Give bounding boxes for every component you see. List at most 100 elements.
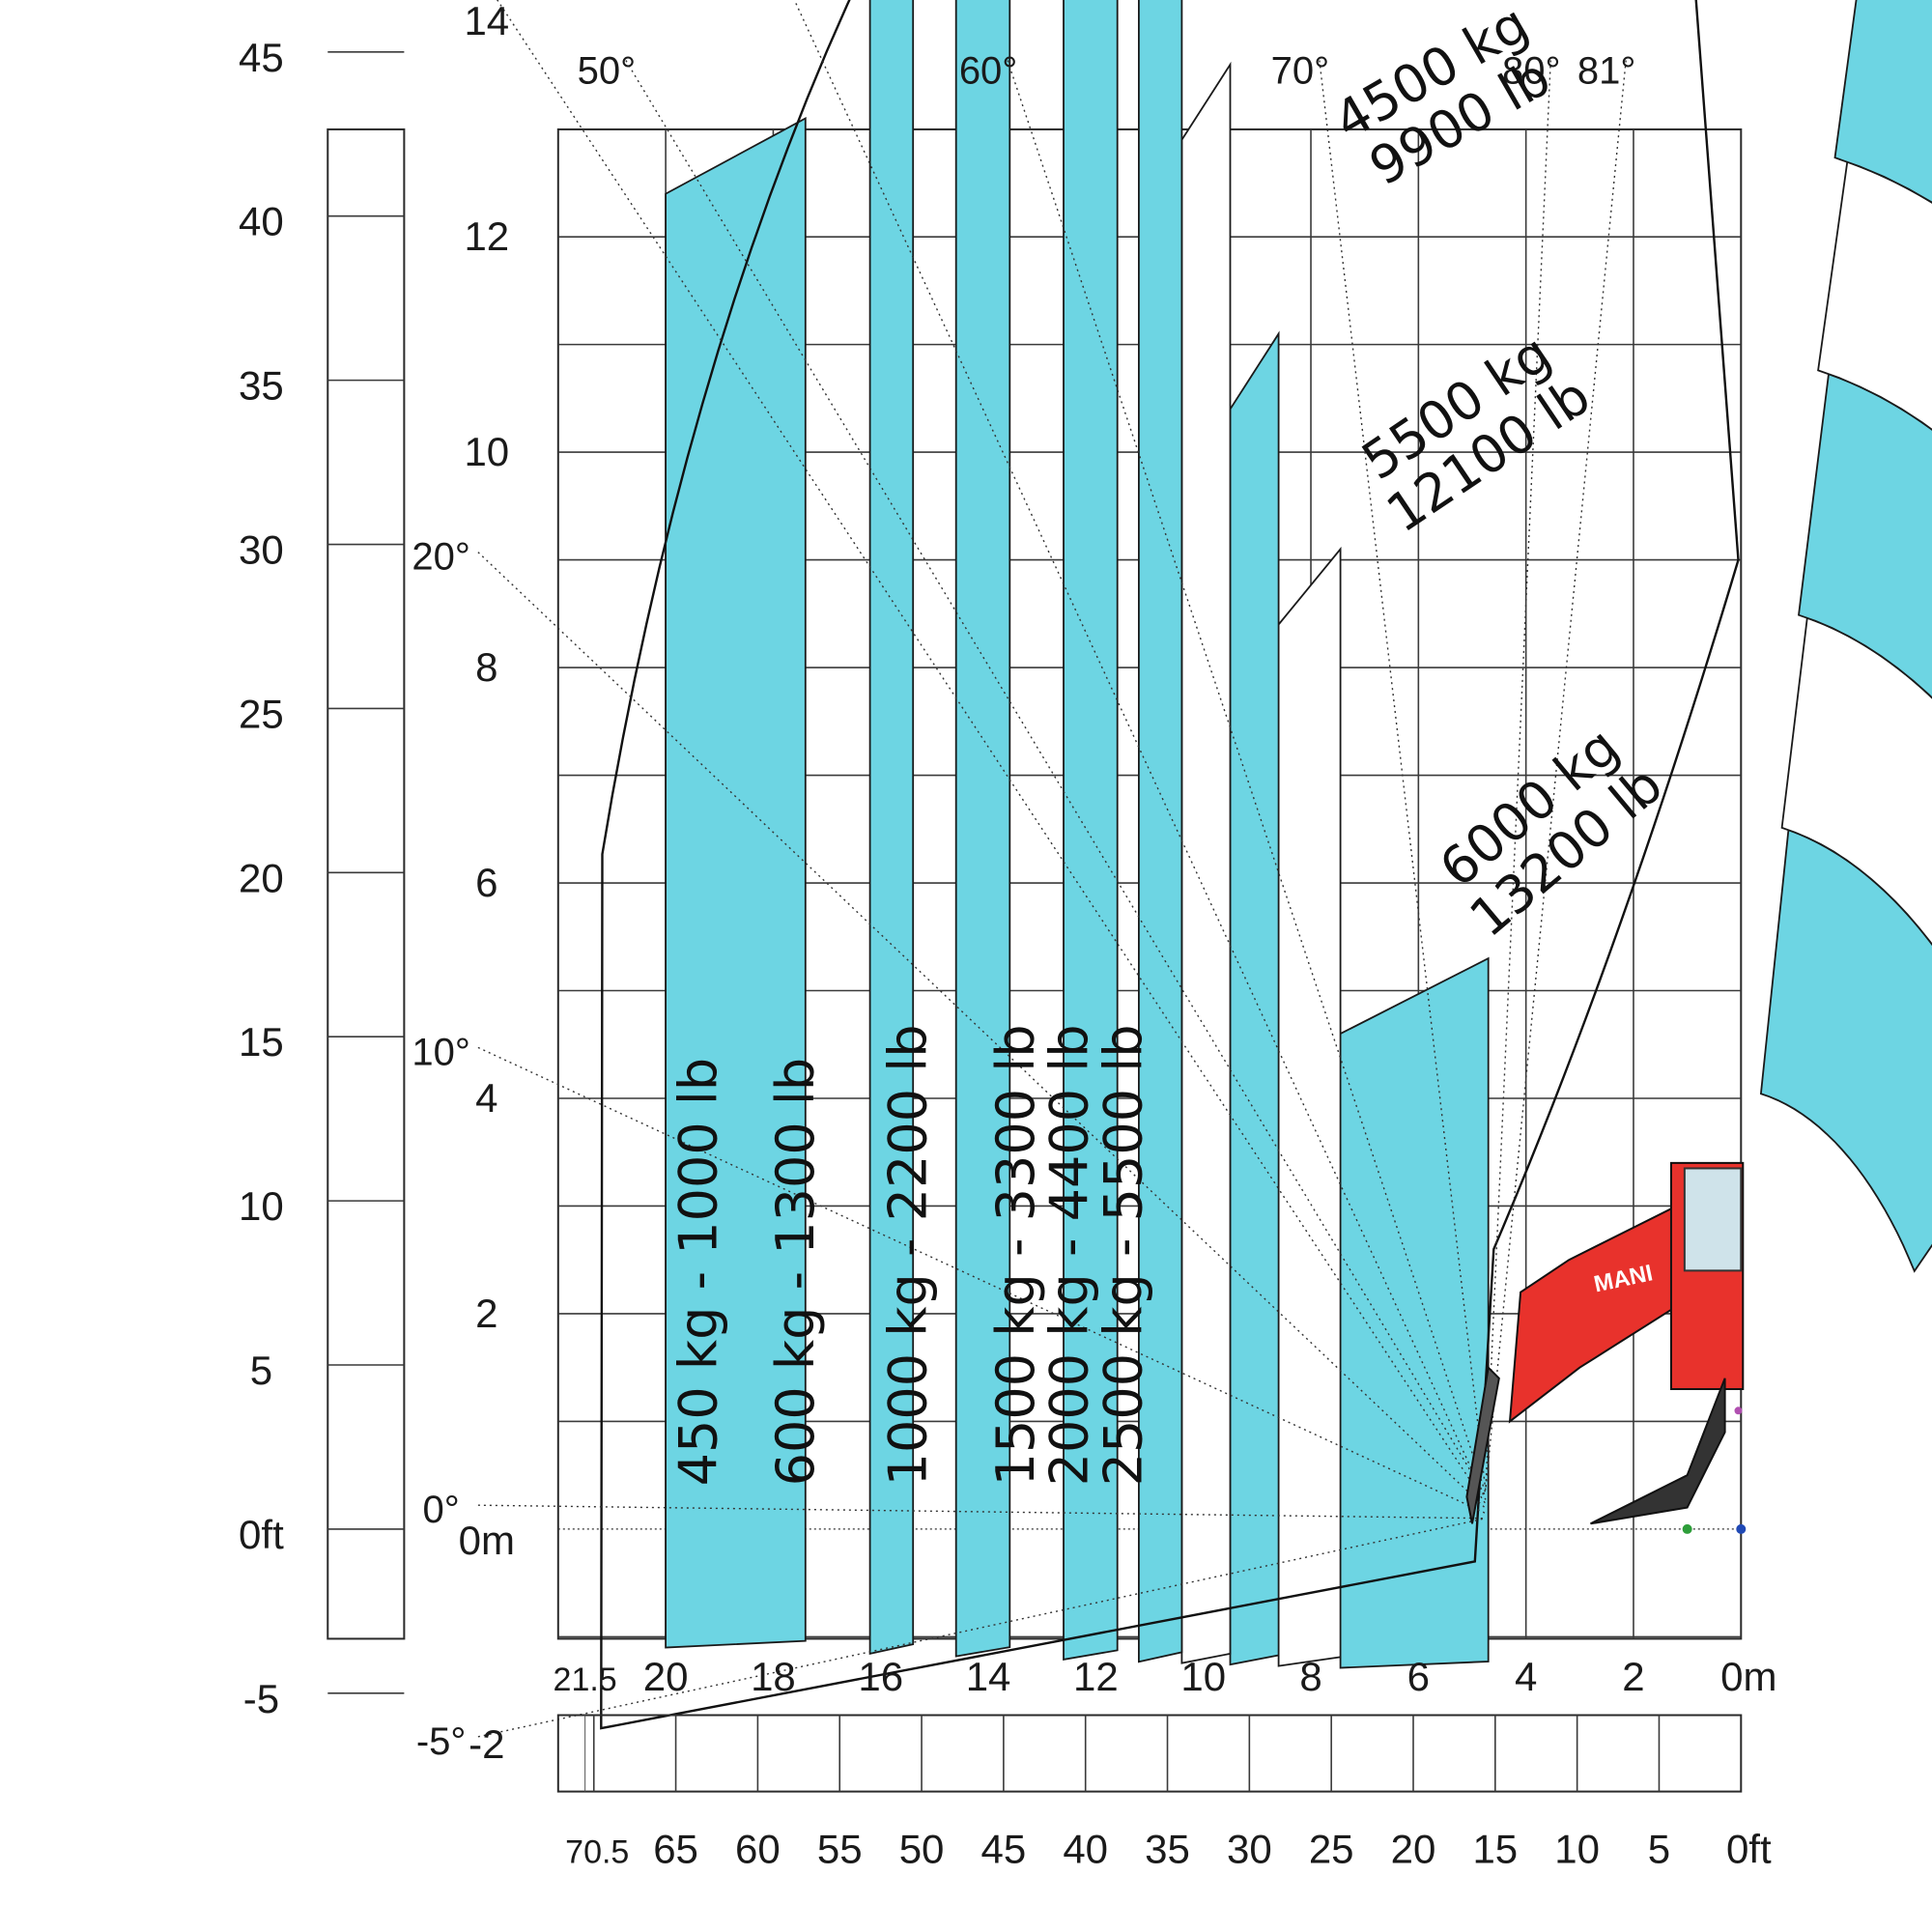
angle-label: 0° [423,1489,460,1531]
pivot-dot [1734,1406,1743,1415]
load-zone-column [665,116,807,1649]
outrigger [1590,1378,1726,1525]
y-tick-label-ft: 35 [239,363,284,409]
angle-label: 60° [959,50,1018,93]
load-zone-column [1277,546,1342,1667]
cab-window [1683,1167,1743,1272]
ft-scale-box-bottom [556,1714,1743,1793]
angle-line [625,60,1487,1497]
x-tick-label-ft: 25 [1309,1827,1354,1872]
x-tick-label-ft: 45 [981,1827,1027,1872]
x-tick-label-ft: 40 [1063,1827,1108,1872]
y-tick-label-ft: 0ft [239,1512,284,1557]
ground-dot-blue [1736,1523,1747,1534]
x-tick-label-m: 21.5 [554,1662,617,1698]
telehandler-icon: MANI [1465,1161,1747,1534]
load-zone-column [1180,61,1232,1664]
x-tick-label-m: 2 [1622,1654,1644,1699]
y-tick-label-m: 12 [464,213,509,259]
x-tick-label-m: 4 [1515,1654,1537,1699]
x-tick-label-m: 14 [966,1654,1011,1699]
load-label-arc: 4500 kg9900 lb [1323,0,1567,202]
y-tick-label-m: -2 [469,1721,504,1767]
angle-line [1319,60,1487,1492]
load-zone-6000-kg [1759,828,1932,1273]
y-tick-label-m: 8 [475,644,497,690]
angle-label: 81° [1577,50,1636,93]
x-tick-label-ft: 35 [1145,1827,1190,1872]
x-tick-label-ft: 50 [899,1827,945,1872]
x-tick-label-m: 10 [1180,1654,1226,1699]
load-label-vertical: 1000 kg - 2200 lb [878,1024,939,1486]
x-tick-label-ft: 20 [1391,1827,1436,1872]
load-zone-5500-kg [1780,616,1932,947]
outer-envelope [600,0,1740,1730]
angle-label: 70° [1271,50,1330,93]
load-zone-column [1063,0,1119,1661]
x-tick-label-ft: 60 [735,1827,781,1872]
load-label-arc: 5500 kg12100 lb [1344,318,1601,545]
load-label-vertical: 2000 kg - 4400 lb [1039,1024,1100,1486]
angle-label: -5° [416,1720,467,1763]
x-tick-label-m: 12 [1073,1654,1119,1699]
ft-scale-box-left [327,128,406,1640]
angle-line [497,0,1487,1505]
x-tick-label-m: 0m [1720,1654,1776,1699]
y-tick-label-m: 10 [464,429,509,474]
y-tick-label-ft: 15 [239,1019,284,1065]
angle-line [477,1518,1487,1738]
angle-label: 20° [412,536,470,579]
x-tick-label-m: 16 [858,1654,903,1699]
y-tick-label-m: 4 [475,1075,497,1121]
load-zone-column [954,0,1011,1658]
y-tick-label-m: 14 [464,0,509,43]
load-label-vertical: 600 kg - 1300 lb [765,1058,826,1486]
load-zone-4000-kg [1817,160,1932,431]
y-tick-label-ft: 40 [239,199,284,244]
load-zone-column [1138,0,1183,1663]
load-zone-column [1339,956,1490,1669]
x-tick-label-m: 6 [1407,1654,1430,1699]
y-tick-label-ft: 45 [239,35,284,80]
x-tick-label-ft: 10 [1554,1827,1600,1872]
y-tick-label-ft: 5 [250,1348,272,1393]
x-tick-label-ft: 55 [817,1827,863,1872]
angle-line [793,0,1487,1500]
load-zones [665,0,1932,1669]
y-tick-label-ft: 20 [239,855,284,900]
x-tick-label-ft: 70.5 [565,1834,629,1871]
x-tick-label-ft: 30 [1227,1827,1272,1872]
x-tick-label-m: 18 [751,1654,796,1699]
x-tick-label-m: 8 [1299,1654,1321,1699]
angle-label: 10° [412,1031,470,1073]
y-tick-label-m: 0m [459,1518,515,1563]
reach-envelope [600,0,1740,1730]
angle-line [1007,60,1487,1494]
y-tick-label-ft: 25 [239,691,284,736]
angle-line [1485,60,1627,1491]
load-label-vertical: 1500 kg - 3300 lb [985,1024,1046,1486]
ground-dot-green [1682,1523,1692,1534]
x-tick-label-ft: 15 [1472,1827,1518,1872]
y-tick-label-ft: 30 [239,527,284,573]
load-zone-4500-kg [1798,372,1932,699]
x-tick-label-ft: 5 [1648,1827,1670,1872]
y-tick-label-m: 6 [475,860,497,905]
load-label-vertical: 2500 kg - 5500 lb [1093,1024,1153,1486]
y-tick-label-ft: -5 [243,1676,279,1721]
load-label-arc: 6000 kg13200 lb [1422,710,1674,949]
angle-lines: -5°0°10°20°30°40°50°60°70°80°81° [412,0,1635,1763]
load-zone-3500-kg [1833,0,1932,204]
y-tick-label-ft: 10 [239,1183,284,1229]
angle-label: 50° [578,50,637,93]
fork-carriage [1465,1365,1500,1524]
angle-label: 80° [1502,50,1561,93]
y-tick-label-m: 2 [475,1291,497,1336]
load-zone-column [868,0,915,1656]
angle-line [1485,60,1551,1491]
x-tick-label-ft: 0ft [1726,1827,1772,1872]
x-tick-label-ft: 65 [653,1827,698,1872]
load-label-vertical: 450 kg - 1000 lb [668,1058,729,1486]
